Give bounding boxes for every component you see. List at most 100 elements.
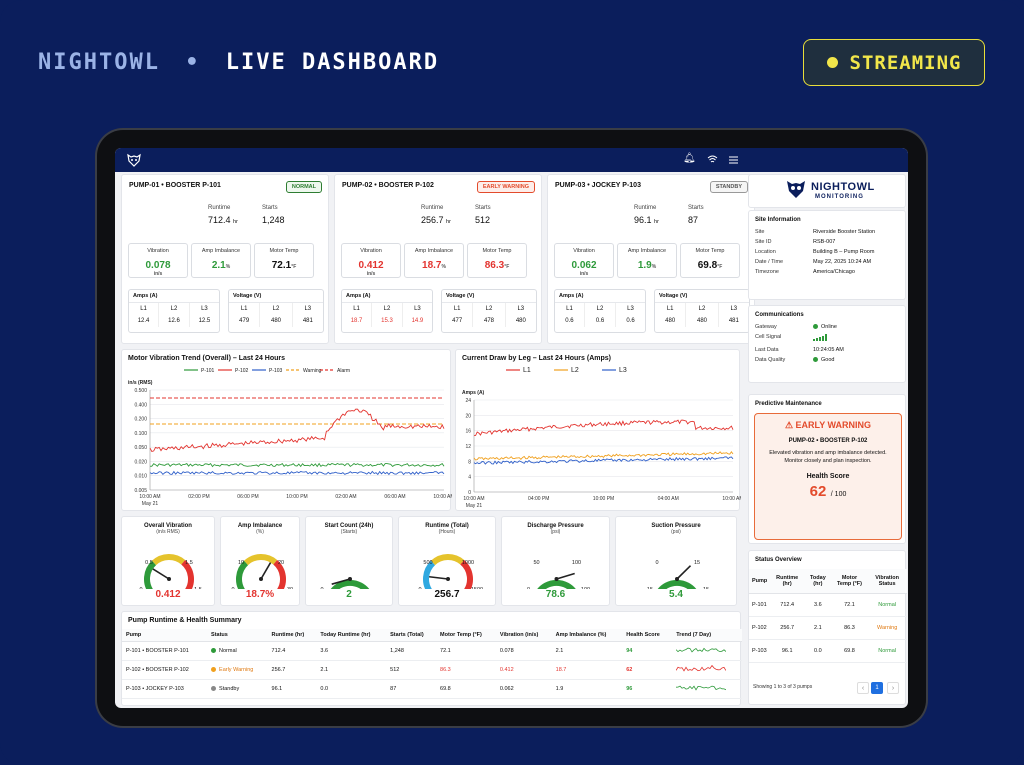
series-line[interactable]: [473, 451, 734, 461]
wifi-icon[interactable]: [707, 155, 718, 164]
gauge-value: 5.4: [669, 589, 683, 600]
status-dot-icon: [813, 324, 818, 330]
gauge-arc: [144, 560, 157, 589]
amps-value: 0.6: [584, 315, 617, 327]
table-cell: Normal: [867, 639, 907, 663]
gauge-tick-label: 20: [278, 560, 284, 566]
column-header[interactable]: Starts (Total): [386, 629, 437, 642]
column-header[interactable]: Vibration (in/s): [495, 629, 552, 642]
column-header[interactable]: Trend (7 Day): [672, 629, 742, 642]
table-cell: P-101: [749, 593, 771, 617]
series-line[interactable]: [473, 456, 734, 465]
gauge-dial: 0 30 10 20: [231, 554, 293, 589]
table-row[interactable]: P-102 256.7 2.1 86.3 Warning: [749, 616, 907, 640]
column-header[interactable]: Status: [207, 629, 268, 642]
x-tick-label: 02:00 AM: [335, 494, 356, 500]
voltage-value: 480: [259, 315, 293, 327]
column-header[interactable]: Pump: [122, 629, 208, 642]
pm-status-text: EARLY WARNING: [795, 420, 872, 430]
leg-label: L1: [655, 303, 687, 315]
gauge-dial: -15 15 0 15: [645, 560, 709, 589]
x-tick-label: 06:00 AM: [384, 494, 405, 500]
runtime-number: 712.4: [208, 215, 231, 225]
gauge-arc: [330, 579, 370, 589]
site-info-row: Date / Time May 22, 2025 10:24 AM: [755, 257, 899, 267]
y-tick-label: 0.010: [134, 474, 147, 480]
motor-temp-number: 86.3: [484, 260, 505, 271]
table-cell: 86.3: [831, 616, 868, 640]
runtime-value: 256.7 hr: [421, 215, 451, 225]
table-row[interactable]: P-102 • BOOSTER P-102 Early Warning 256.7 2…: [122, 660, 742, 680]
vibration-value: 0.412 in/s: [342, 260, 400, 277]
page-1-button[interactable]: 1: [871, 682, 883, 694]
column-header[interactable]: Motor Temp (°F): [436, 629, 496, 642]
status-overview-title: Status Overview: [755, 557, 802, 563]
runtime-label-text: Runtime: [634, 205, 657, 211]
gauge-tick-label: 100: [572, 560, 581, 566]
prev-page-button[interactable]: ‹: [857, 682, 869, 694]
bell-icon[interactable]: 🔔︎: [683, 153, 696, 164]
streaming-badge[interactable]: STREAMING: [803, 39, 985, 86]
comms-value: Good: [813, 357, 834, 363]
amps-value: 12.6: [158, 315, 190, 327]
pump-card: PUMP-01 • BOOSTER P-101 NORMAL Runtime 712.…: [121, 174, 329, 344]
gauge-subtitle: (Hours): [438, 529, 456, 535]
series-line[interactable]: [473, 419, 734, 437]
gauge-card: Amp Imbalance(%) 0 30 10 20 18.7%: [220, 516, 300, 606]
menu-icon[interactable]: [729, 156, 738, 164]
vibration-chart[interactable]: P-101 P-102 P-103 Warning Alarm in/s (RMS) 0.5…: [122, 362, 452, 512]
motor-temp-number: 69.8: [697, 260, 718, 271]
gauge-arc: [431, 554, 465, 566]
motor-temp-unit: °F: [504, 264, 510, 270]
table-row[interactable]: P-101 712.4 3.6 72.1 Normal: [749, 593, 907, 617]
comms-row: Gateway Online: [755, 322, 899, 332]
gauge-tick-label: 50: [533, 560, 539, 566]
status-badge: EARLY WARNING: [476, 181, 535, 193]
gauge-card: Discharge Pressure(psi) 0 100 50 100 78.6: [501, 516, 610, 606]
gauge-title: Runtime (Total): [425, 523, 469, 529]
table-row[interactable]: P-101 • BOOSTER P-101 Normal 712.4 3.6 1,248…: [122, 641, 742, 661]
voltage-value: 481: [728, 318, 739, 324]
table-cell: 96.1: [267, 679, 317, 699]
amps-table: Amps (A) L1 L2 L3 18.7 15.3 14.9: [341, 289, 433, 333]
series-line[interactable]: [149, 470, 445, 476]
legend-label: Alarm: [337, 368, 350, 374]
pump-title: PUMP-01 • BOOSTER P-101: [129, 182, 221, 189]
table-cell: 256.7: [770, 616, 805, 640]
gauge-arc: [537, 579, 576, 589]
column-header[interactable]: Today Runtime (hr): [316, 629, 387, 642]
table-row[interactable]: P-103 • JOCKEY P-103 Standby 96.1 0.0 87 69.8…: [122, 679, 742, 699]
column-header[interactable]: Motor Temp (°F): [831, 569, 868, 594]
column-header[interactable]: Health Score: [622, 629, 673, 642]
column-header[interactable]: Vibration Status: [867, 569, 907, 594]
next-page-button[interactable]: ›: [887, 682, 899, 694]
gauge-tick-label: 15: [694, 560, 700, 566]
site-info-title: Site Information: [755, 217, 801, 223]
table-cell: 712.4: [267, 641, 317, 661]
series-line[interactable]: [149, 408, 445, 453]
column-header[interactable]: Pump: [749, 569, 771, 594]
column-header[interactable]: Amp Imbalance (%): [551, 629, 623, 642]
series-line[interactable]: [149, 462, 445, 468]
status-dot-icon: [211, 686, 217, 692]
gauge-dial: 0 1500 500 1000: [418, 554, 483, 589]
gauge-tick-label: 1500: [471, 587, 483, 589]
owl-logo-icon[interactable]: [127, 153, 141, 167]
table-row[interactable]: P-103 96.1 0.0 69.8 Normal: [749, 639, 907, 663]
gauge-needle: [331, 578, 351, 585]
site-info-key: Site ID: [755, 239, 772, 245]
gauge-arc: [244, 554, 278, 566]
leg-label: L3: [414, 306, 421, 312]
pm-alert-box: ⚠ EARLY WARNING PUMP-02 • BOOSTER P-102 …: [754, 413, 902, 540]
column-header[interactable]: Today (hr): [804, 569, 832, 594]
y-tick-label: 0.500: [134, 388, 147, 394]
gauge-tick-label: 0: [655, 560, 658, 566]
table-cell: 69.8: [831, 639, 868, 663]
gauge-needle: [152, 568, 170, 580]
column-header[interactable]: Runtime (hr): [770, 569, 805, 594]
gauge-subtitle: (psi): [671, 529, 681, 535]
table-cell: 72.1: [436, 641, 496, 661]
column-header[interactable]: Runtime (hr): [267, 629, 317, 642]
gauge-dial: 0 100 50 100: [527, 560, 590, 589]
